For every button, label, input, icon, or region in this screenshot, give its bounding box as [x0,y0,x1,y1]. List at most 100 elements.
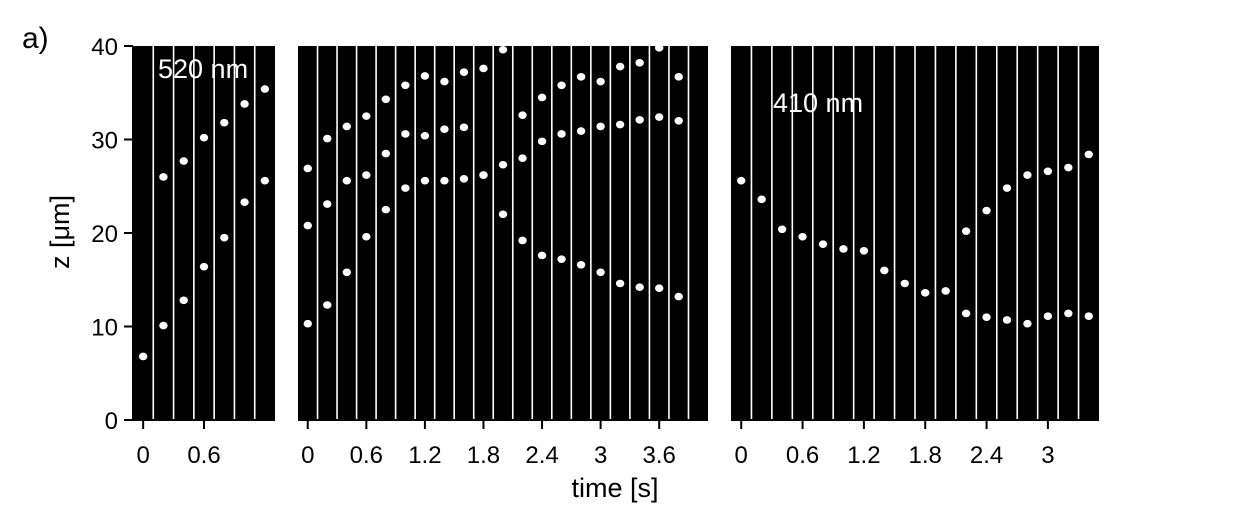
particle-point [654,113,664,121]
particle-point [576,73,586,81]
panel-410: 410 nm 0 0.6 1.2 1.8 2.4 3 [731,46,1099,469]
x-tick-label: 0 [136,442,149,469]
particle-point [220,118,229,127]
particle-point [961,309,971,318]
particle-point [839,245,848,253]
particle-point [982,313,991,321]
particle-point [342,268,352,277]
x-tick-label: 0.6 [786,442,819,469]
particle-point [498,210,508,219]
particle-point [240,100,249,108]
particle-point [1023,171,1032,179]
particle-point [1002,184,1012,192]
particle-point [576,260,586,269]
particle-point [199,262,209,271]
x-tick-label: 2.4 [525,442,558,469]
particle-point [518,236,527,245]
x-tick-label: 3.6 [643,442,676,469]
particle-point [654,284,664,292]
particle-point [479,64,488,73]
particle-point [440,125,449,134]
particle-point [179,296,188,305]
particle-point [1043,167,1053,176]
x-tick-label: 0 [301,442,314,469]
particle-point [260,176,270,185]
particle-point [537,137,547,146]
particle-point [199,133,209,142]
particle-point [674,73,683,81]
particle-point [323,301,332,309]
x-tick-label: 1.8 [909,442,942,469]
particle-point [859,246,869,255]
x-tick-label: 0.6 [187,442,220,469]
y-tick-label: 10 [91,315,118,342]
particle-point [303,319,312,328]
particle-point [401,184,410,192]
particle-point [362,232,371,241]
particle-point [342,176,352,185]
particle-point [420,72,430,80]
particle-point [179,157,188,165]
panel-background [133,46,275,420]
particle-point [798,232,807,241]
particle-point [362,171,371,179]
particle-point [303,221,312,230]
particle-point [674,292,683,301]
particle-point [596,77,605,86]
x-tick-label: 1.8 [467,442,500,469]
x-tick-label: 3 [1041,442,1054,469]
y-tick-label: 20 [91,221,118,248]
particle-point [654,44,664,52]
wavelength-annotation: 410 nm [773,88,863,118]
y-axis: 0 10 20 30 40 [91,34,134,435]
particle-point [900,279,909,288]
particle-point [138,352,148,361]
particle-point [737,176,746,185]
particle-point [635,59,644,67]
particle-point [674,117,683,125]
particle-point [498,45,508,54]
particle-point [1084,150,1093,159]
particle-point [635,116,644,124]
particle-point [303,164,312,173]
x-tick-label: 1.2 [408,442,441,469]
particle-point [921,289,930,297]
particle-point [596,268,605,277]
particle-point [381,205,391,214]
y-tick-label: 30 [91,128,118,155]
particle-point [420,176,430,185]
particle-point [777,225,787,234]
particle-point [459,174,469,183]
particle-point [537,251,547,260]
particle-point [1043,312,1053,321]
particle-point [1084,312,1093,321]
x-tick-label: 0.6 [350,442,383,469]
x-tick-label: 3 [594,442,607,469]
y-tick-label: 40 [91,34,118,61]
particle-point [159,321,168,330]
particle-point [1023,319,1032,328]
particle-point [635,283,644,292]
particle-point [941,287,950,295]
particle-point [557,255,566,263]
particle-point [615,120,625,129]
particle-point [401,81,410,90]
particle-point [362,112,371,120]
particle-point [459,123,469,132]
particle-point [615,279,625,288]
particle-point [537,93,547,102]
particle-point [220,233,229,242]
panel-520: 520 nm 0 0.6 [133,46,275,469]
particle-point [440,176,449,185]
particle-point [323,200,332,208]
particle-point [818,240,828,249]
particle-point [880,266,889,275]
particle-point [557,130,566,138]
particle-point [440,77,449,86]
particle-point [982,206,991,215]
particle-point [1064,309,1073,318]
particle-point [420,131,430,140]
particle-point [479,171,488,179]
